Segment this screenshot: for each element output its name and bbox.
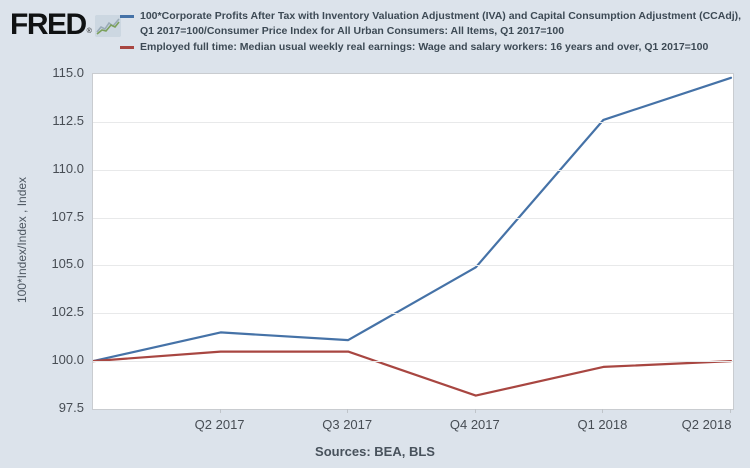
y-axis-tick-label: 107.5 bbox=[51, 208, 84, 224]
y-axis-title: 100*Index/Index , Index bbox=[15, 176, 29, 304]
y-axis-tick-label: 105.0 bbox=[51, 256, 84, 272]
gridline bbox=[93, 217, 733, 219]
x-axis-tick bbox=[219, 409, 221, 413]
gridline bbox=[93, 121, 733, 123]
x-axis-tick-label: Q1 2018 bbox=[577, 417, 628, 432]
series-line-0 bbox=[93, 76, 733, 363]
fred-logo-text: FRED bbox=[10, 8, 87, 41]
legend-marker-red-line bbox=[120, 46, 134, 49]
gridline bbox=[93, 265, 733, 267]
y-axis-tick-label: 112.5 bbox=[52, 112, 84, 128]
x-axis-tick-label: Q2 2018 bbox=[681, 417, 732, 432]
y-axis-tick-label: 115.0 bbox=[52, 65, 84, 80]
legend-label-line: Employed full time: Median usual weekly … bbox=[140, 41, 709, 53]
legend-label-corporate-profits: 100*Corporate Profits After Tax with Inv… bbox=[140, 9, 741, 38]
x-axis-tick bbox=[602, 409, 604, 413]
x-axis-tick-label: Q3 2017 bbox=[322, 417, 373, 432]
y-axis-tick-label: 102.5 bbox=[51, 304, 84, 320]
gridline bbox=[93, 169, 733, 171]
series-line-1 bbox=[93, 350, 733, 397]
fred-logo[interactable]: FRED ® bbox=[10, 8, 121, 41]
gridline bbox=[93, 313, 733, 315]
sparkline-chart-icon bbox=[94, 15, 121, 37]
x-axis-tick-label: Q4 2017 bbox=[449, 417, 500, 432]
x-axis-tick bbox=[474, 409, 476, 413]
x-axis-tick bbox=[730, 409, 731, 413]
legend-label-real-earnings: Employed full time: Median usual weekly … bbox=[140, 40, 708, 55]
y-axis-tick-label: 97.5 bbox=[58, 400, 84, 415]
x-axis-tick-label: Q2 2017 bbox=[194, 417, 245, 432]
legend-item-real-earnings[interactable]: Employed full time: Median usual weekly … bbox=[120, 40, 745, 55]
series-svg bbox=[93, 76, 733, 397]
legend: 100*Corporate Profits After Tax with Inv… bbox=[120, 9, 745, 57]
registered-mark: ® bbox=[86, 28, 92, 35]
legend-marker-blue-line bbox=[120, 15, 134, 18]
legend-label-line: Q1 2017=100/Consumer Price Index for All… bbox=[140, 24, 565, 37]
y-axis-tick-label: 110.0 bbox=[52, 160, 84, 176]
legend-label-line: 100*Corporate Profits After Tax with Inv… bbox=[140, 10, 742, 22]
y-axis-tick-label: 100.0 bbox=[51, 352, 84, 368]
x-axis-tick bbox=[347, 409, 349, 413]
gridline bbox=[93, 361, 733, 363]
sources-note: Sources: BEA, BLS bbox=[315, 444, 435, 459]
plot-area[interactable] bbox=[92, 73, 734, 410]
legend-item-corporate-profits[interactable]: 100*Corporate Profits After Tax with Inv… bbox=[120, 9, 745, 38]
